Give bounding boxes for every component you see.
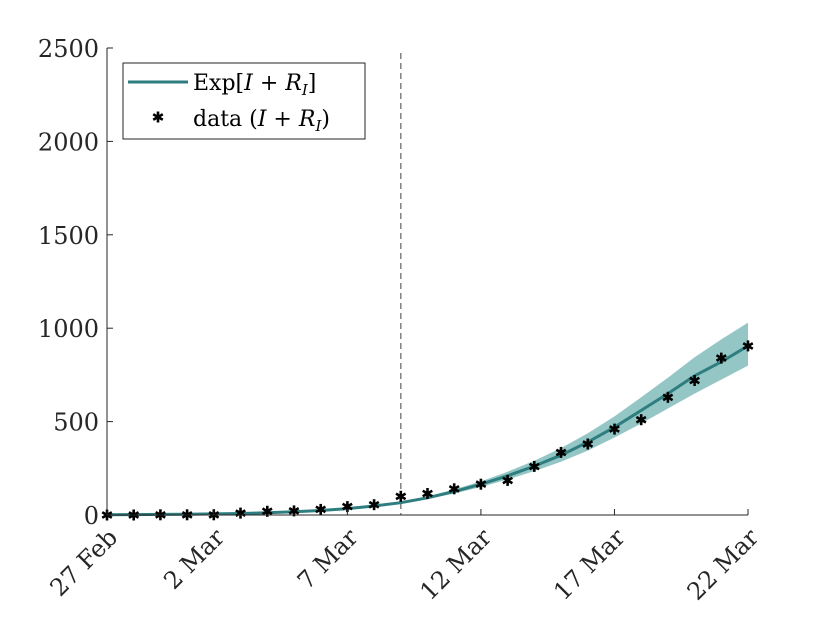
data-marker-core <box>531 463 537 470</box>
data-marker-core <box>585 441 591 447</box>
data-marker-core <box>745 343 751 349</box>
data-marker-core <box>718 355 724 361</box>
legend-entry-data: data (I + RI) <box>193 107 330 135</box>
y-tick-label: 0 <box>84 502 99 530</box>
data-marker-core <box>237 510 244 516</box>
legend-marker-icon <box>152 111 164 123</box>
x-tick-label: 7 Mar <box>292 523 364 595</box>
axes <box>106 47 749 516</box>
data-point <box>448 483 460 495</box>
y-tick-label: 1000 <box>38 315 99 343</box>
data-markers-layer <box>101 340 754 521</box>
data-point <box>315 503 327 515</box>
y-tick-label: 500 <box>53 409 99 437</box>
confidence-band-layer <box>107 322 748 515</box>
x-tick-label: 12 Mar <box>415 523 498 606</box>
data-marker-core <box>264 508 270 514</box>
data-point <box>555 446 567 458</box>
x-tick-labels: 27 Feb 2 Mar 7 Mar 12 Mar 17 Mar 22 Mar <box>45 523 765 606</box>
data-marker-core <box>371 502 377 508</box>
data-marker-core <box>155 114 161 120</box>
data-marker-core <box>424 490 431 497</box>
data-point <box>635 414 647 426</box>
x-tick-label: 27 Feb <box>45 523 124 602</box>
data-point <box>582 438 594 450</box>
legend-entry-line: Exp[I + RI] <box>193 71 316 99</box>
y-tick-labels: 0 500 1000 1500 2000 2500 <box>38 35 99 530</box>
x-tick-label: 2 Mar <box>158 523 230 595</box>
data-marker-core <box>638 417 644 423</box>
legend-box <box>122 62 366 140</box>
data-point <box>395 490 407 502</box>
data-point <box>368 499 380 511</box>
data-marker-core <box>505 477 511 484</box>
data-point <box>609 423 620 435</box>
data-marker-core <box>318 506 324 512</box>
y-tick-label: 2500 <box>38 35 99 63</box>
data-point <box>502 474 514 486</box>
x-tick-label: 22 Mar <box>682 523 765 606</box>
legend: Exp[I + RI] data (I + RI) <box>122 62 366 140</box>
data-point <box>422 488 433 499</box>
data-marker-core <box>665 394 671 400</box>
data-marker-core <box>451 486 457 492</box>
data-marker-core <box>691 377 698 384</box>
confidence-band <box>107 322 748 515</box>
data-point <box>689 375 700 386</box>
data-point <box>341 501 353 513</box>
data-marker-core <box>478 481 484 487</box>
data-point <box>528 460 540 472</box>
data-marker-core <box>344 503 350 510</box>
data-point <box>742 340 754 352</box>
y-tick-label: 2000 <box>38 128 99 156</box>
data-marker-core <box>611 426 618 432</box>
data-marker-core <box>291 508 297 514</box>
data-point <box>715 352 727 364</box>
data-point <box>475 478 487 490</box>
legend-marker-sample <box>152 111 164 123</box>
data-point <box>662 391 674 403</box>
y-tick-label: 1500 <box>38 222 99 250</box>
data-marker-core <box>558 449 564 456</box>
data-marker-core <box>398 493 404 499</box>
x-tick-label: 17 Mar <box>548 523 631 606</box>
